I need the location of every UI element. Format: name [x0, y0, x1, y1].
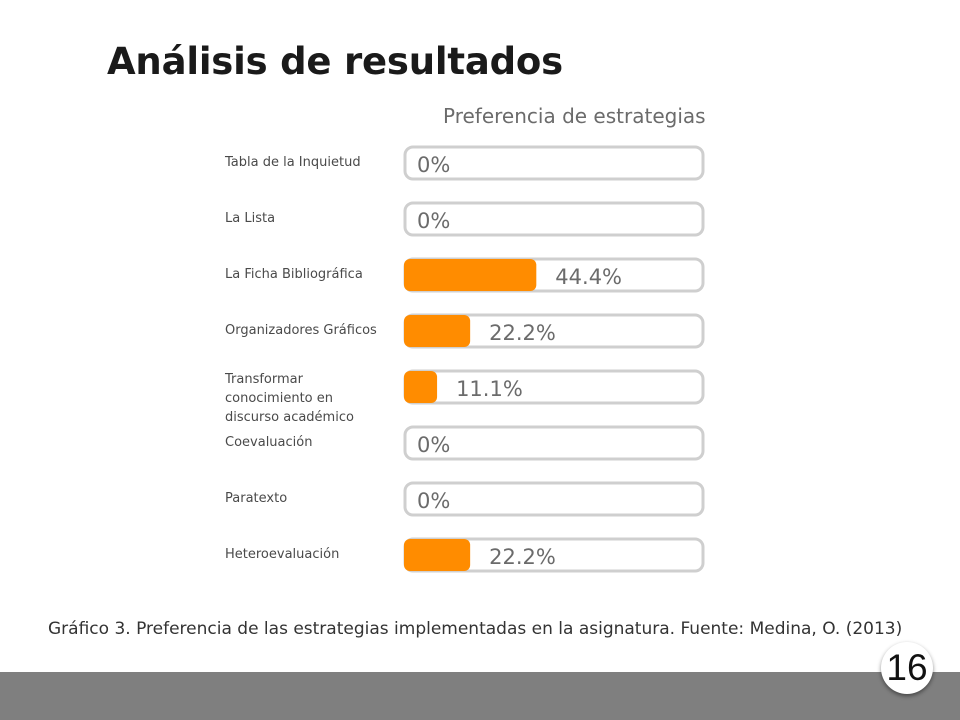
footer-bar	[0, 672, 960, 720]
category-label: Tabla de la Inquietud	[225, 155, 361, 170]
bar	[404, 315, 471, 347]
category-label: Transformar conocimiento en discurso aca…	[225, 372, 354, 425]
bar-track	[403, 481, 705, 517]
category-label: Coevaluación	[225, 435, 313, 450]
bar-value-label: 0%	[417, 489, 450, 513]
bar-track	[403, 425, 705, 461]
figure-caption: Gráfico 3. Preferencia de las estrategia…	[48, 619, 903, 639]
category-label: Paratexto	[225, 491, 288, 506]
bar-track	[403, 201, 705, 237]
bar-chart: 0% 0% 44.4% 22.2% 11.1% 0% 0% 22.2%	[403, 145, 705, 573]
bar-value-label: 44.4%	[555, 265, 622, 289]
bar-value-label: 0%	[417, 153, 450, 177]
bar-track	[403, 145, 705, 181]
category-label: La Lista	[225, 211, 276, 226]
bar-value-label: 0%	[417, 209, 450, 233]
category-label: Organizadores Gráficos	[225, 323, 377, 338]
category-label: Heteroevaluación	[225, 547, 340, 562]
page-number-badge: 16	[881, 642, 933, 694]
bar-track	[403, 369, 705, 405]
bar	[404, 539, 471, 571]
bar-value-label: 22.2%	[489, 321, 556, 345]
bar-value-label: 22.2%	[489, 545, 556, 569]
bar	[404, 259, 537, 291]
chart-title: Preferencia de estrategias	[443, 104, 706, 128]
slide-title: Análisis de resultados	[107, 40, 563, 83]
category-label: La Ficha Bibliográfica	[225, 267, 363, 282]
bar-value-label: 0%	[417, 433, 450, 457]
bar-value-label: 11.1%	[456, 377, 523, 401]
bar	[404, 371, 438, 403]
